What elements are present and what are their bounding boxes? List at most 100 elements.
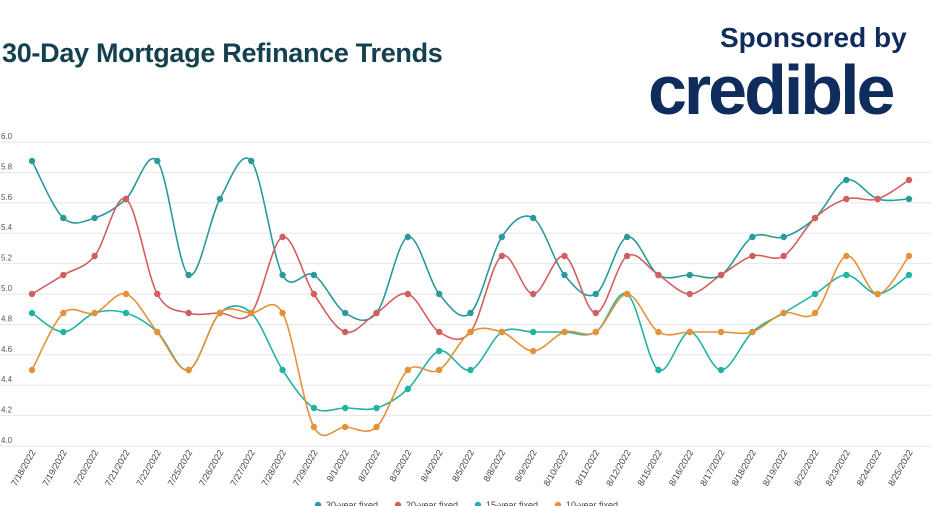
data-point [686, 290, 693, 298]
data-point [154, 328, 161, 336]
data-point [28, 309, 36, 317]
data-point [91, 309, 98, 317]
data-point [905, 195, 913, 203]
data-point [154, 157, 161, 165]
credible-logo: credible [648, 51, 895, 129]
legend-marker [554, 501, 562, 506]
data-point [623, 252, 631, 260]
x-tick-label: 8/1/2022 [325, 448, 351, 483]
data-point [279, 271, 286, 279]
data-point [843, 271, 850, 279]
x-tick-label: 8/22/2022 [792, 448, 821, 488]
x-tick-label: 7/19/2022 [40, 448, 69, 488]
data-point [905, 271, 913, 279]
y-tick-label: 4.4 [1, 375, 13, 384]
data-point [780, 252, 787, 260]
data-point [216, 309, 224, 317]
y-tick-label: 5.4 [1, 223, 13, 232]
data-point [248, 157, 255, 165]
data-point [185, 366, 192, 374]
data-point [60, 328, 67, 336]
data-point [874, 290, 881, 298]
x-tick-label: 8/10/2022 [542, 448, 571, 488]
data-point [185, 271, 192, 279]
y-tick-label: 6.0 [1, 132, 13, 141]
data-point [686, 328, 693, 336]
x-tick-label: 7/26/2022 [197, 448, 226, 488]
data-point [623, 290, 631, 298]
data-point [342, 328, 349, 336]
data-point [655, 328, 662, 336]
data-point [404, 290, 412, 298]
series-2 [28, 271, 913, 412]
data-point [780, 309, 787, 317]
data-point [122, 309, 130, 317]
data-point [185, 309, 192, 317]
data-point [373, 423, 380, 431]
x-tick-label: 8/12/2022 [604, 448, 633, 488]
series-3 [28, 252, 913, 437]
data-point [279, 233, 286, 241]
x-tick-label: 8/19/2022 [761, 448, 790, 488]
x-tick-label: 8/24/2022 [855, 448, 884, 488]
series-line [31, 255, 910, 437]
data-point [811, 214, 819, 222]
data-point [91, 214, 98, 222]
data-point [342, 404, 349, 412]
data-point [60, 214, 67, 222]
data-point [498, 328, 506, 336]
x-tick-label: 8/18/2022 [729, 448, 758, 488]
data-point [529, 290, 537, 298]
data-point [749, 328, 756, 336]
grid-lines [0, 141, 931, 447]
data-point [435, 347, 443, 355]
x-tick-label: 7/21/2022 [103, 448, 132, 488]
series-line [31, 274, 910, 412]
data-point [435, 290, 443, 298]
data-point [717, 271, 725, 279]
data-point [843, 252, 850, 260]
data-point [811, 309, 819, 317]
data-point [561, 252, 568, 260]
data-point [91, 252, 98, 260]
data-point [655, 366, 662, 374]
data-point [310, 271, 318, 279]
data-point [310, 290, 318, 298]
data-point [905, 252, 913, 260]
data-point [592, 328, 599, 336]
data-point [467, 366, 474, 374]
data-point [310, 423, 318, 431]
data-point [28, 366, 36, 374]
x-tick-label: 7/28/2022 [260, 448, 289, 488]
legend-label: 30-year fixed [326, 500, 378, 506]
x-tick-label: 8/5/2022 [450, 448, 476, 483]
series-group [28, 157, 913, 437]
data-point [686, 271, 693, 279]
x-tick-label: 8/17/2022 [698, 448, 727, 488]
x-tick-label: 8/4/2022 [419, 448, 445, 483]
x-tick-label: 8/9/2022 [513, 448, 539, 483]
x-tick-label: 8/3/2022 [387, 448, 413, 483]
data-point [248, 309, 255, 317]
data-point [28, 290, 36, 298]
data-point [749, 252, 756, 260]
data-point [373, 309, 380, 317]
data-point [655, 271, 662, 279]
data-point [592, 309, 599, 317]
data-point [60, 309, 67, 317]
data-point [404, 233, 412, 241]
y-tick-label: 5.8 [1, 162, 13, 171]
data-point [404, 385, 412, 393]
legend-marker [474, 501, 482, 506]
x-tick-label: 8/16/2022 [667, 448, 696, 488]
x-tick-label: 8/25/2022 [886, 448, 915, 488]
data-point [122, 195, 130, 203]
y-tick-label: 5.6 [1, 193, 13, 202]
legend-marker [394, 501, 402, 506]
data-point [561, 328, 568, 336]
data-point [28, 157, 36, 165]
data-point [342, 423, 349, 431]
x-tick-label: 7/18/2022 [9, 448, 38, 488]
data-point [60, 271, 67, 279]
chart-title: 30-Day Mortgage Refinance Trends [2, 38, 443, 68]
